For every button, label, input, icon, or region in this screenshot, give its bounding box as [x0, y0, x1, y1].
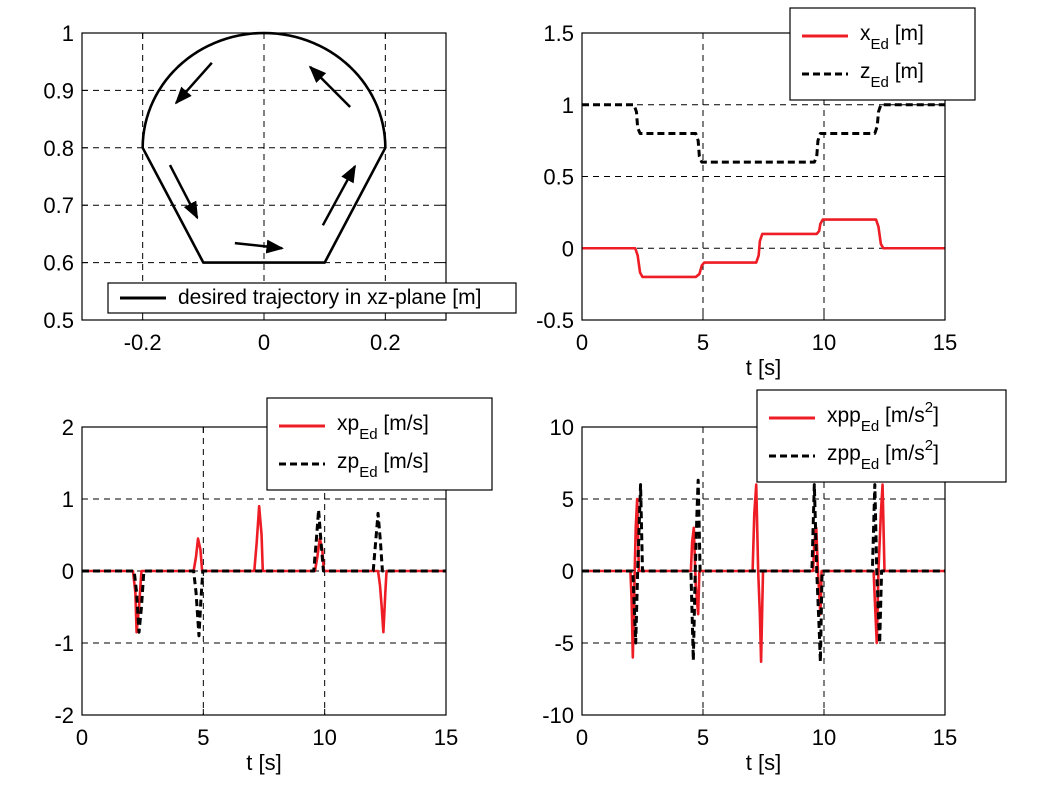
x-tick-label: 15 — [933, 330, 957, 355]
subplot-1: -0.2 0 0.2 0.5 0.6 0.7 0.8 0.9 1 desired trajecto… — [43, 21, 517, 355]
y-tick-label: 0.9 — [43, 78, 74, 103]
x-tick-label: 15 — [434, 725, 458, 750]
x-tick-label: 0.2 — [370, 330, 401, 355]
direction-arrow — [234, 239, 284, 254]
y-tick-label: 0.5 — [543, 165, 574, 190]
series-line-1 — [582, 218, 945, 279]
legend-box — [789, 7, 976, 101]
legend-label-2: zppEd [m/s2] — [827, 437, 939, 473]
axes-box — [81, 426, 447, 716]
y-tick-label: 0 — [562, 236, 574, 261]
subplot-4: 0 5 10 15 -10 -5 0 5 10 t [s] xppEd [m/s2]zppEd [m… — [542, 389, 1007, 775]
x-axis-label: t [s] — [246, 750, 281, 775]
y-tick-label: 0.5 — [43, 308, 74, 333]
direction-arrow — [174, 62, 213, 105]
axes-box — [81, 32, 447, 321]
y-tick-label: -2 — [54, 703, 74, 728]
x-tick-label: 5 — [697, 725, 709, 750]
y-tick-label: 0 — [62, 559, 74, 584]
series-line-2 — [82, 508, 446, 638]
legend: xpEd [m/s] zpEd [m/s] — [266, 397, 493, 491]
legend-label-1: xppEd [m/s2] — [827, 399, 939, 435]
subplot-2: 0 5 10 15-0.500.511.5t [s]xEd [m]zEd [m] — [536, 7, 976, 380]
y-tick-label: -5 — [554, 631, 574, 656]
y-tick-label: 0.7 — [43, 193, 74, 218]
y-tick-label: 5 — [562, 487, 574, 512]
direction-arrow — [308, 65, 352, 108]
legend: desired trajectory in xz-plane [m] — [107, 282, 517, 314]
direction-arrow — [168, 164, 199, 220]
x-axis-label: t [s] — [746, 750, 781, 775]
series-line-2 — [582, 478, 945, 664]
x-tick-label: 0 — [76, 725, 88, 750]
series-line-1 — [82, 504, 446, 634]
direction-arrow — [321, 164, 357, 226]
y-tick-label: 0.6 — [43, 251, 74, 276]
y-tick-label: -1 — [54, 631, 74, 656]
legend: xppEd [m/s2]zppEd [m/s2] — [756, 389, 1007, 483]
x-axis-label: t [s] — [746, 355, 781, 380]
x-tick-label: 10 — [812, 725, 836, 750]
y-tick-label: 1 — [62, 487, 74, 512]
y-tick-label: -0.5 — [536, 308, 574, 333]
legend-label-1: xpEd [m/s] — [337, 412, 429, 443]
legend-box — [756, 389, 1007, 483]
legend-label-2: zpEd [m/s] — [337, 450, 429, 481]
axes-box — [581, 32, 946, 321]
x-tick-label: 0 — [576, 725, 588, 750]
subplot-3: 0 5 10 15 -2 -1 0 1 2 t [s] xpEd [m/s] zpEd [m/s] — [54, 397, 493, 775]
legend-label-1: xEd [m] — [860, 22, 924, 53]
x-tick-label: 15 — [933, 725, 957, 750]
y-tick-label: 1 — [62, 21, 74, 46]
y-tick-label: 2 — [62, 415, 74, 440]
x-tick-label: 10 — [312, 725, 336, 750]
legend: xEd [m] zEd [m] — [789, 7, 976, 101]
y-tick-label: 1.5 — [543, 21, 574, 46]
y-tick-label: 10 — [550, 415, 574, 440]
x-tick-label: 0 — [576, 330, 588, 355]
legend-label-2: zEd [m] — [860, 60, 924, 91]
y-tick-label: 0 — [562, 559, 574, 584]
legend-box — [107, 282, 517, 314]
y-tick-label: -10 — [542, 703, 574, 728]
legend-box — [266, 397, 493, 491]
y-tick-label: 0.8 — [43, 136, 74, 161]
x-tick-label: 5 — [697, 330, 709, 355]
y-tick-label: 1 — [562, 93, 574, 118]
legend-label-1: desired trajectory in xz-plane [m] — [178, 286, 481, 309]
series-line-2 — [582, 103, 945, 164]
x-tick-label: 5 — [197, 725, 209, 750]
x-tick-label: -0.2 — [124, 330, 162, 355]
series-line-1 — [582, 483, 945, 664]
x-tick-label: 0 — [258, 330, 270, 355]
x-tick-label: 10 — [812, 330, 836, 355]
